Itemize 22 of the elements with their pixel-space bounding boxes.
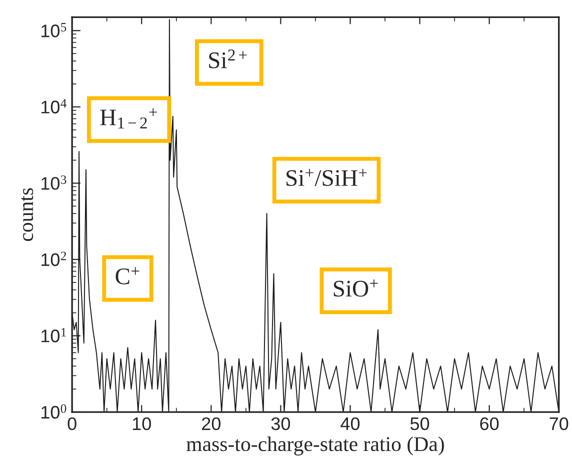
x-tick-label: 30 — [271, 417, 290, 430]
annotation: Si$^{+}$/SiH$^{+}$ — [286, 168, 367, 186]
y-tick-label: 10$^{4}$ — [42, 99, 66, 114]
x-tick-label: 0 — [68, 417, 76, 430]
y-tick-label: 10$^{5}$ — [42, 23, 66, 38]
x-tick-label: 10 — [132, 417, 151, 430]
annotation: Si$^{2+}$ — [209, 50, 247, 68]
annotation: H$_{1−2}$$^{+}$ — [100, 108, 157, 128]
y-tick-label: 10$^{2}$ — [42, 252, 66, 266]
annotation: C$^{+}$ — [116, 267, 140, 284]
x-axis-title: mass-to-charge-state ratio (Da) — [186, 436, 444, 456]
x-tick-label: 20 — [202, 417, 220, 430]
x-tick-label: 50 — [410, 417, 430, 430]
x-tick-label: 40 — [340, 417, 360, 430]
x-tick-label: 60 — [480, 417, 499, 430]
y-tick-label: 10$^{1}$ — [42, 328, 66, 342]
y-tick-label: 10$^{3}$ — [42, 175, 66, 190]
y-axis-title: counts — [21, 188, 34, 242]
line-series — [72, 18, 559, 412]
y-tick-label: 10$^{0}$ — [42, 404, 66, 419]
annotation: SiO$^{+}$ — [334, 279, 378, 297]
x-tick-label: 70 — [550, 417, 568, 430]
